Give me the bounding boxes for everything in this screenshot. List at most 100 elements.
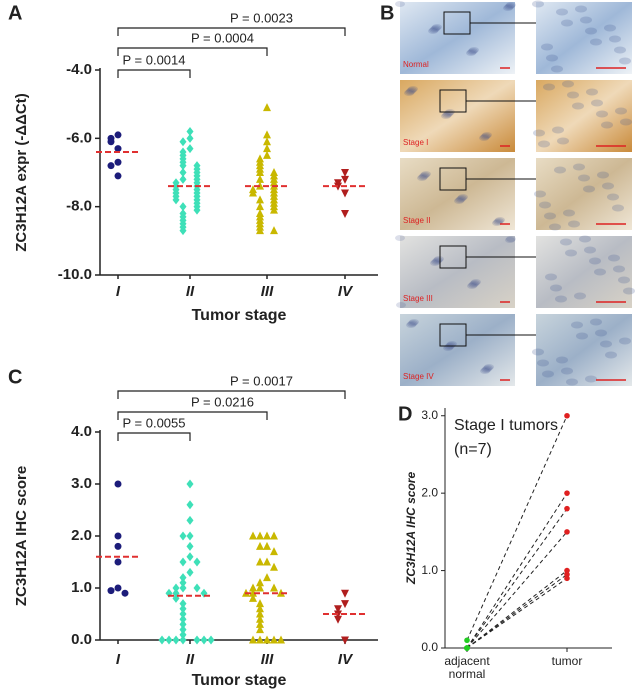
texture <box>545 273 557 281</box>
data-point <box>186 127 194 136</box>
data-point <box>263 137 271 146</box>
texture <box>481 133 491 139</box>
data-point <box>256 619 264 628</box>
x-tick-label: III <box>261 283 274 300</box>
y-tick-label: -4.0 <box>66 61 92 78</box>
data-point <box>107 138 115 146</box>
texture <box>431 25 441 31</box>
data-point <box>263 144 271 153</box>
x-tick-label: I <box>116 651 121 668</box>
data-point <box>193 557 201 567</box>
texture <box>585 27 597 35</box>
texture <box>573 163 585 171</box>
texture <box>482 366 492 372</box>
data-point <box>179 557 187 567</box>
texture <box>556 356 568 364</box>
texture <box>469 47 479 53</box>
texture <box>482 132 492 138</box>
data-point <box>179 161 187 171</box>
texture <box>538 140 550 148</box>
y-tick-label: 2.0 <box>421 485 438 499</box>
texture <box>576 332 588 340</box>
x-tick-label: III <box>261 651 274 668</box>
micrograph <box>400 236 515 308</box>
texture <box>492 220 502 226</box>
texture <box>543 83 555 91</box>
texture <box>557 137 569 145</box>
pair-line <box>466 531 568 649</box>
pair-line <box>466 574 568 649</box>
data-point <box>179 635 187 645</box>
pair-line <box>466 415 568 641</box>
data-point <box>256 609 264 618</box>
data-point <box>334 605 342 614</box>
texture <box>555 295 567 303</box>
data-point <box>179 583 187 593</box>
data-point <box>107 587 115 595</box>
data-point <box>256 635 264 644</box>
y-axis-title: ZC3H12A IHC score <box>13 466 30 606</box>
p-value: P = 0.0014 <box>122 52 185 67</box>
x-tick-label: II <box>186 651 195 668</box>
texture <box>602 182 614 190</box>
data-point <box>179 578 187 588</box>
data-point <box>277 635 285 644</box>
data-point <box>341 636 349 645</box>
data-point <box>341 169 349 177</box>
texture <box>494 218 504 224</box>
texture <box>468 282 478 288</box>
data-point <box>186 567 194 577</box>
data-point <box>107 162 115 170</box>
texture <box>561 367 573 375</box>
data-point <box>256 578 264 587</box>
data-point <box>564 575 570 582</box>
texture <box>578 174 590 182</box>
texture <box>583 185 595 193</box>
data-point <box>341 600 349 609</box>
texture <box>534 190 546 198</box>
texture <box>428 28 438 34</box>
y-axis-title: ZC3H12A expr (-ΔΔCt) <box>13 93 30 252</box>
data-point <box>179 625 187 635</box>
texture <box>419 173 429 179</box>
data-point <box>179 202 187 212</box>
data-point <box>186 479 194 489</box>
texture <box>565 249 577 257</box>
texture <box>532 348 544 356</box>
texture <box>408 320 418 326</box>
data-point <box>270 205 278 214</box>
texture <box>483 365 493 371</box>
texture <box>574 292 586 300</box>
data-point <box>207 635 215 645</box>
data-point <box>179 619 187 629</box>
micrograph <box>400 80 515 152</box>
data-point <box>193 635 201 645</box>
data-point <box>179 531 187 541</box>
y-tick-label: 1.0 <box>71 579 92 596</box>
texture <box>586 88 598 96</box>
texture <box>404 90 414 96</box>
data-point <box>341 189 349 198</box>
texture <box>467 49 477 55</box>
y-tick-label: -6.0 <box>66 129 92 146</box>
texture <box>506 2 516 8</box>
micrograph <box>400 158 515 230</box>
data-point <box>270 583 278 592</box>
texture <box>457 195 467 201</box>
data-point <box>256 168 264 176</box>
data-point <box>165 635 173 645</box>
significance-bracket <box>117 47 268 56</box>
significance-bracket <box>117 390 346 399</box>
data-point <box>249 188 257 197</box>
data-point <box>263 531 271 540</box>
data-point <box>114 542 122 550</box>
data-point <box>341 589 349 598</box>
data-point <box>249 583 257 592</box>
p-value: P = 0.0004 <box>191 30 254 45</box>
data-point <box>256 604 264 613</box>
y-tick-label: -8.0 <box>66 198 92 215</box>
y-tick-label: 0.0 <box>71 631 92 648</box>
texture <box>541 43 553 51</box>
texture <box>579 235 591 243</box>
y-tick-label: 4.0 <box>71 423 92 440</box>
